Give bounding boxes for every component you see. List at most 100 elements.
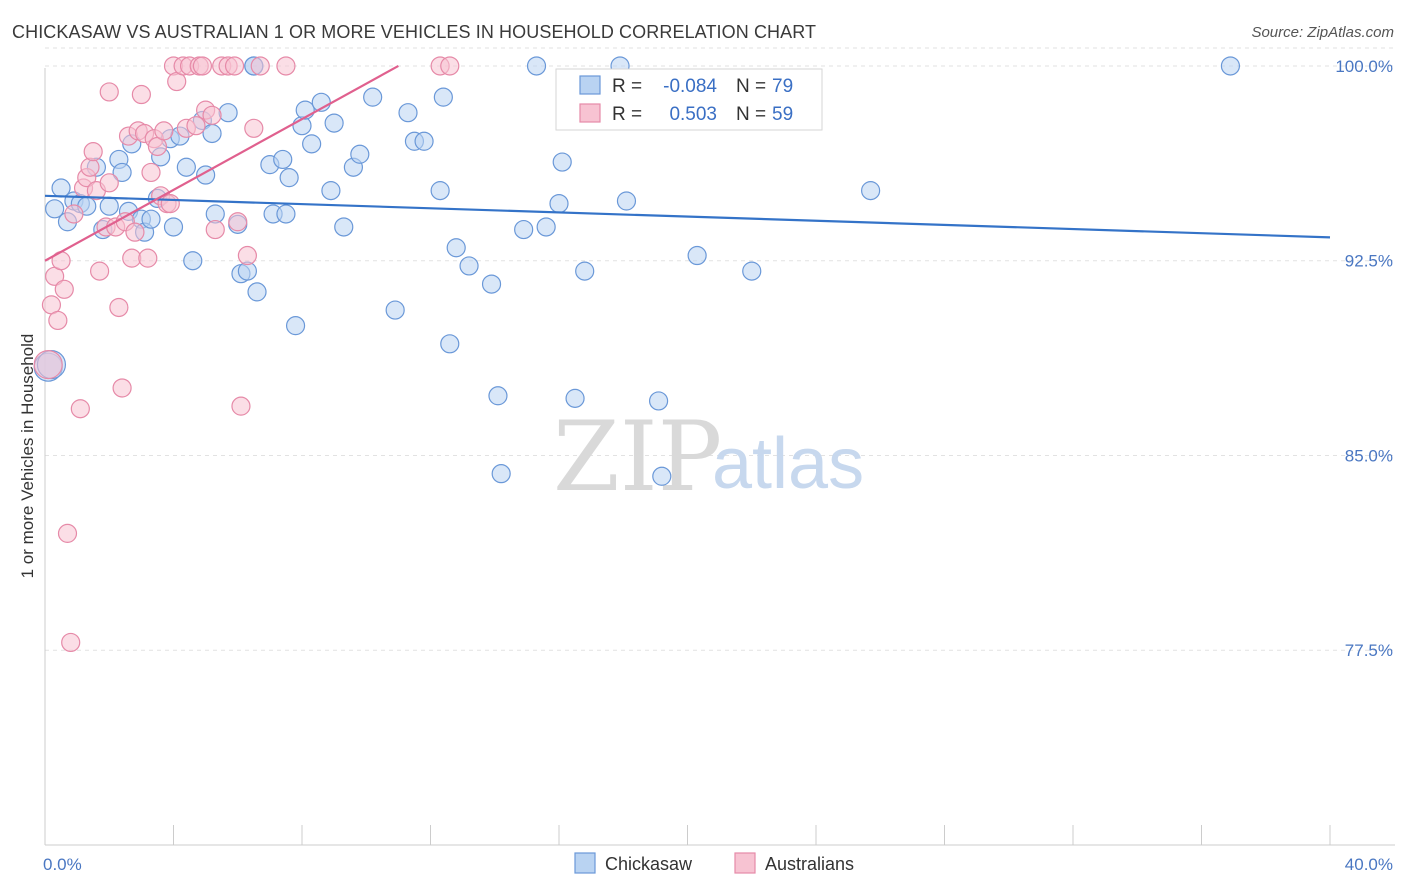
chickasaw-point-27	[218, 103, 238, 123]
chickasaw-point-66	[565, 388, 585, 408]
y-tick-label-1: 85.0%	[1345, 446, 1393, 465]
australians-point-24	[122, 248, 142, 268]
australians-point-30	[141, 162, 161, 183]
chickasaw-point-60	[491, 464, 511, 484]
series-legend: Chickasaw Australians	[574, 852, 854, 874]
chickasaw-point-53	[430, 181, 450, 201]
chickasaw-point-43	[321, 181, 341, 201]
australians-point-25	[125, 222, 145, 242]
australians-point-9	[70, 399, 90, 419]
x-tick-labels: 0.0% 40.0%	[43, 855, 1393, 874]
australians-point-0	[33, 349, 63, 380]
australians-point-54	[250, 56, 270, 76]
series-legend-label-australians: Australians	[765, 854, 854, 874]
axes	[44, 68, 1395, 846]
correlation-legend: R = -0.084 N = 79 R = 0.503 N = 59	[555, 68, 823, 131]
y-tick-label-2: 92.5%	[1345, 252, 1393, 271]
chickasaw-point-67	[575, 261, 595, 281]
chart-title: CHICKASAW VS AUSTRALIAN 1 OR MORE VEHICL…	[12, 22, 817, 42]
chickasaw-point-54	[433, 87, 453, 107]
series-legend-label-chickasaw: Chickasaw	[605, 854, 693, 874]
chickasaw-point-41	[302, 134, 322, 154]
australians-point-15	[90, 261, 110, 281]
chickasaw-point-50	[398, 103, 418, 123]
australians-point-7	[61, 632, 81, 653]
chickasaw-trend-line	[44, 194, 1331, 239]
chickasaw-point-35	[273, 149, 293, 170]
trend-lines	[44, 65, 1331, 262]
chickasaw-point-36	[276, 204, 296, 224]
australians-point-6	[57, 523, 78, 543]
chickasaw-point-48	[363, 87, 383, 107]
australians-point-53	[244, 118, 264, 138]
chickasaw-point-64	[549, 193, 569, 214]
watermark-zip: ZIP	[553, 401, 722, 513]
australians-point-36	[160, 193, 180, 214]
australians-point-52	[237, 245, 257, 266]
chickasaw-point-56	[446, 238, 466, 258]
chickasaw-point-25	[202, 123, 222, 144]
australians-point-17	[99, 173, 119, 193]
australians-point-58	[228, 212, 248, 232]
australians-point-46	[202, 105, 222, 125]
chickasaw-point-19	[163, 217, 184, 237]
chickasaw-point-8	[99, 196, 119, 216]
chickasaw-point-72	[687, 245, 707, 266]
chickasaw-point-65	[552, 152, 572, 172]
australians-point-29	[138, 248, 158, 268]
australians-point-21	[112, 378, 132, 398]
australians-point-47	[205, 219, 225, 240]
australians-point-51	[231, 396, 251, 416]
chickasaw-point-69	[616, 191, 637, 211]
legend-n-label-2: N =	[736, 104, 766, 125]
gridlines	[45, 47, 1395, 651]
australians-trend-line	[44, 65, 399, 262]
australians-point-57	[440, 56, 460, 76]
chickasaw-point-21	[176, 157, 196, 177]
australians-point-18	[99, 82, 119, 102]
chickasaw-point-15	[141, 209, 161, 229]
x-tick-label-1: 40.0%	[1345, 855, 1393, 874]
legend-swatch-australians	[579, 103, 601, 123]
australians-point-8	[64, 204, 84, 224]
legend-n-value-2: 59	[772, 104, 793, 125]
x-tick-label-0: 0.0%	[43, 855, 82, 874]
legend-n-label-1: N =	[736, 76, 766, 97]
y-tick-labels: 77.5% 85.0% 92.5% 100.0%	[1335, 57, 1393, 660]
australians-point-55	[276, 56, 296, 76]
series-legend-swatch-chickasaw	[574, 852, 596, 874]
chickasaw-point-61	[514, 219, 534, 240]
chickasaw-point-0	[45, 199, 65, 219]
legend-swatch-chickasaw	[579, 75, 601, 95]
chickasaw-point-74	[861, 181, 881, 201]
legend-r-value-2: 0.503	[669, 104, 717, 125]
australians-point-20	[109, 297, 129, 318]
legend-r-label-2: R =	[612, 104, 642, 125]
australians-point-44	[192, 56, 213, 76]
chickasaw-point-71	[652, 466, 672, 486]
australians-point-50	[224, 56, 245, 76]
chickasaw-point-10	[112, 162, 132, 183]
australians-point-13	[83, 142, 103, 162]
chickasaw-point-52	[414, 131, 434, 151]
source-label: Source: ZipAtlas.com	[1251, 24, 1394, 41]
chickasaw-point-44	[324, 113, 344, 133]
watermark-atlas: atlas	[712, 424, 864, 504]
series-legend-swatch-australians	[734, 852, 756, 874]
chickasaw-point-37	[279, 168, 299, 188]
chickasaw-point-49	[385, 300, 405, 320]
australians-point-27	[131, 84, 151, 105]
y-tick-label-0: 77.5%	[1345, 641, 1393, 660]
chickasaw-point-75	[1220, 56, 1241, 76]
chickasaw-point-70	[648, 391, 669, 411]
australians-point-34	[154, 121, 174, 141]
chickasaw-point-45	[334, 217, 354, 237]
chickasaw-point-62	[526, 56, 547, 76]
chickasaw-point-32	[247, 282, 267, 302]
chickasaw-point-73	[742, 261, 762, 281]
australians-point-42	[186, 116, 206, 136]
chickasaw-point-59	[488, 386, 508, 406]
y-tick-label-3: 100.0%	[1335, 57, 1393, 76]
chickasaw-point-22	[183, 251, 203, 271]
